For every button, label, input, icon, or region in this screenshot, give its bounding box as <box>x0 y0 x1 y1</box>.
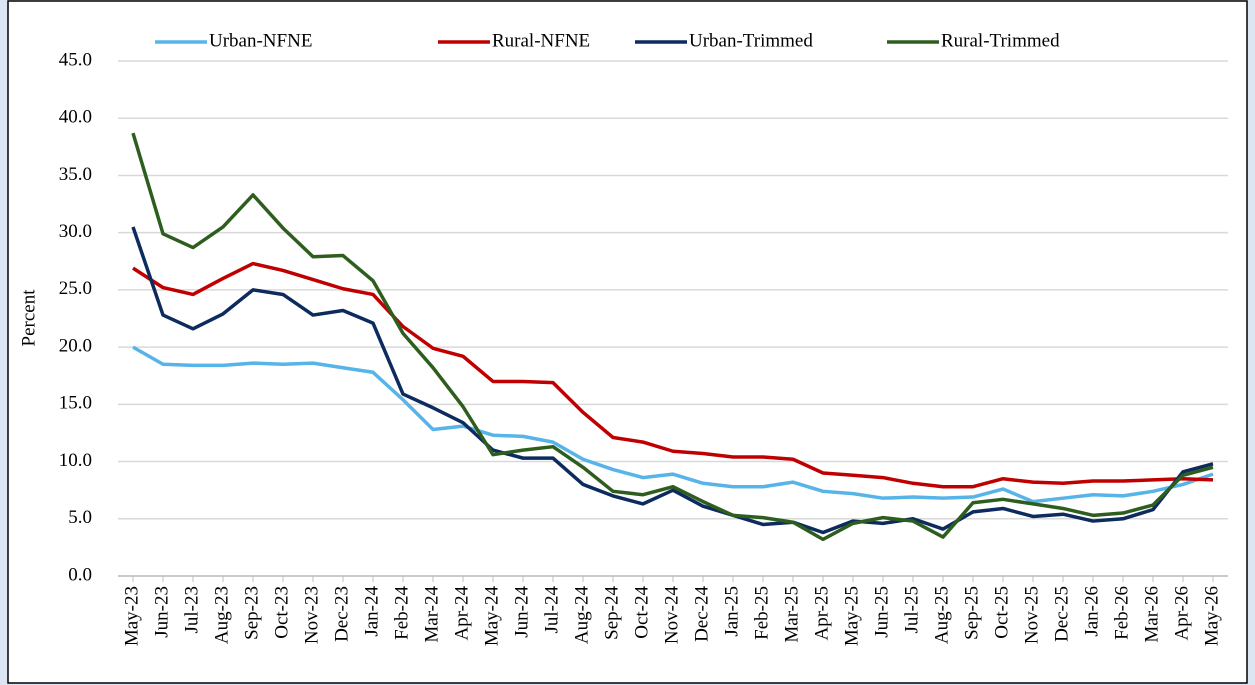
legend-label: Rural-Trimmed <box>941 30 1060 51</box>
x-tick-label: Oct-24 <box>631 586 652 639</box>
x-tick-label: May-26 <box>1201 586 1222 646</box>
x-tick-label: Jun-25 <box>871 586 892 638</box>
legend-label: Urban-Trimmed <box>689 30 813 51</box>
y-tick-label: 15.0 <box>59 393 92 414</box>
x-tick-label: May-25 <box>841 586 862 646</box>
x-tick-label: Mar-24 <box>421 586 442 643</box>
legend-label: Rural-NFNE <box>492 30 590 51</box>
x-tick-label: Jan-26 <box>1081 586 1102 637</box>
legend-label: Urban-NFNE <box>209 30 312 51</box>
x-tick-label: Apr-24 <box>451 586 472 641</box>
y-tick-label: 45.0 <box>59 49 92 70</box>
x-tick-label: May-23 <box>121 586 142 646</box>
y-tick-label: 10.0 <box>59 450 92 471</box>
x-tick-label: Nov-25 <box>1021 586 1042 644</box>
x-tick-label: Dec-24 <box>691 586 712 642</box>
y-tick-label: 25.0 <box>59 278 92 299</box>
y-tick-label: 20.0 <box>59 335 92 356</box>
x-tick-label: Sep-24 <box>601 586 622 640</box>
x-tick-label: Dec-23 <box>331 586 352 642</box>
series-line <box>132 345 1214 504</box>
chart-frame <box>7 0 1248 684</box>
x-tick-label: Jun-23 <box>151 586 172 638</box>
x-tick-label: Feb-25 <box>751 586 772 640</box>
y-axis-label: Percent <box>18 289 39 347</box>
y-tick-label: 30.0 <box>59 221 92 242</box>
x-tick-label: Aug-25 <box>931 586 952 644</box>
x-tick-label: Apr-25 <box>811 586 832 641</box>
x-tick-label: Jul-23 <box>181 586 202 634</box>
x-tick-label: Mar-25 <box>781 586 802 643</box>
x-tick-label: Dec-25 <box>1051 586 1072 642</box>
x-tick-label: Jan-25 <box>721 586 742 637</box>
x-tick-label: Nov-23 <box>301 586 322 644</box>
y-tick-label: 35.0 <box>59 164 92 185</box>
series-line <box>131 132 1214 542</box>
x-tick-label: Jan-24 <box>361 586 382 637</box>
x-tick-label: Aug-23 <box>211 586 232 644</box>
y-tick-label: 5.0 <box>68 507 92 528</box>
x-tick-label: Sep-23 <box>241 586 262 640</box>
x-tick-label: Aug-24 <box>571 586 592 645</box>
series-line <box>131 226 1214 535</box>
x-tick-label: Nov-24 <box>661 586 682 645</box>
y-tick-label: 0.0 <box>68 564 92 585</box>
x-tick-label: Oct-25 <box>991 586 1012 639</box>
series-line <box>132 261 1214 489</box>
x-tick-label: Feb-26 <box>1111 586 1132 640</box>
x-tick-label: Mar-26 <box>1141 586 1162 643</box>
x-tick-label: Feb-24 <box>391 586 412 640</box>
x-tick-label: Apr-26 <box>1171 586 1192 641</box>
x-tick-label: May-24 <box>481 586 502 647</box>
y-tick-label: 40.0 <box>59 107 92 128</box>
x-tick-label: Sep-25 <box>961 586 982 640</box>
x-tick-label: Jul-25 <box>901 586 922 634</box>
x-tick-label: Jun-24 <box>511 586 532 638</box>
x-tick-label: Oct-23 <box>271 586 292 639</box>
x-tick-label: Jul-24 <box>541 586 562 634</box>
